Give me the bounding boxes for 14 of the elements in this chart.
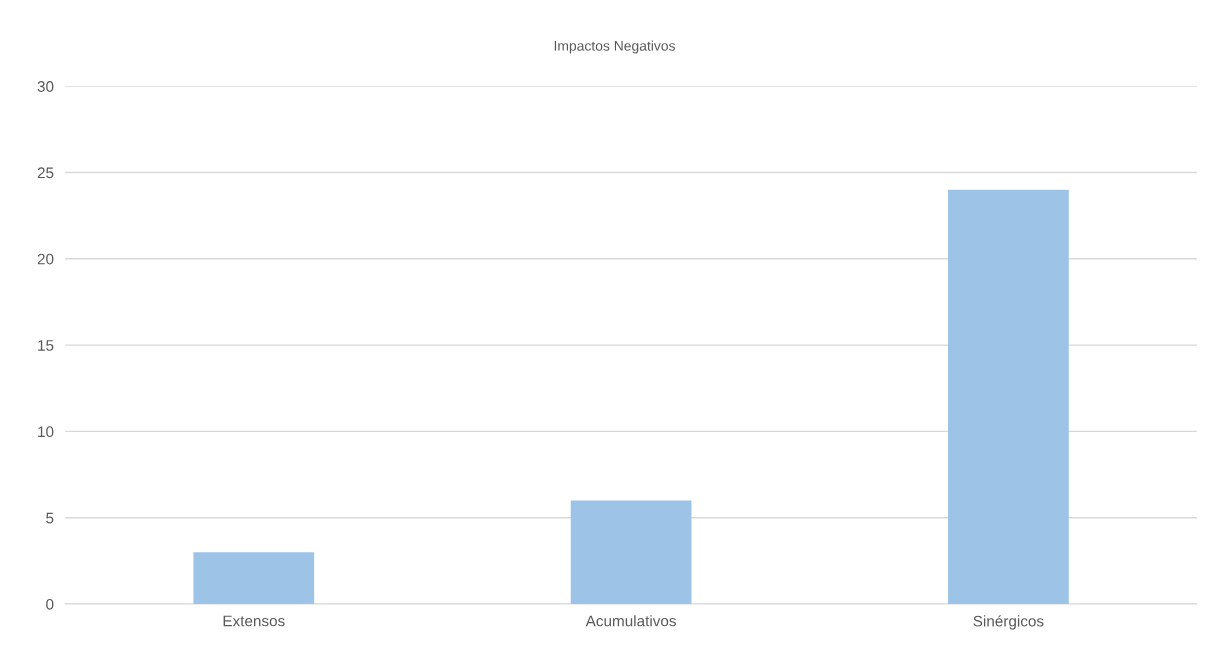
y-tick-label: 25: [37, 167, 54, 179]
bar: [570, 500, 692, 605]
x-tick-label: Extensos: [223, 615, 285, 627]
y-tick-label: 0: [46, 598, 54, 610]
y-tick-label: 30: [37, 81, 54, 92]
y-tick-label: 10: [38, 426, 54, 438]
y-tick-label: 15: [38, 340, 54, 351]
x-tick-label: Acumulativos: [585, 615, 676, 627]
chart-title: Impactos Negativos: [554, 40, 675, 54]
bar: [948, 189, 1069, 605]
bar: [193, 552, 315, 605]
y-tick-label: 5: [46, 512, 54, 524]
y-tick-label: 20: [37, 253, 54, 265]
x-tick-label: Sinérgicos: [973, 615, 1044, 630]
